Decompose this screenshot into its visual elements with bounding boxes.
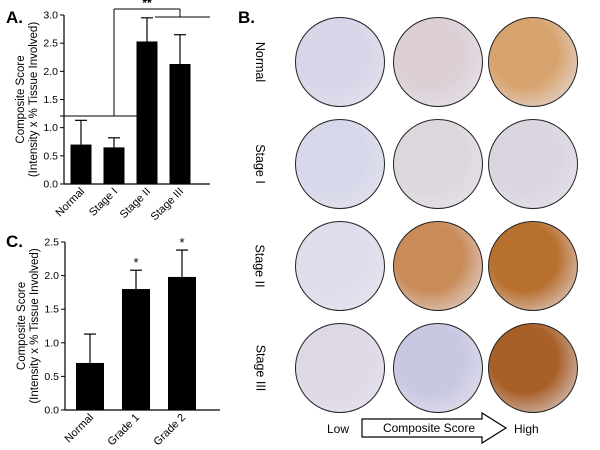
tissue-core-stage-i-2 [393,119,483,209]
chart-c-ytick-label: 1.0 [44,337,59,349]
chart-c-category-label: Grade 2 [152,412,189,449]
scale-composite-label: Composite Score [382,421,476,435]
chart-a-ytick-label: 1.0 [43,122,58,134]
chart-a-bar [103,147,125,184]
chart-c-category-label: Grade 1 [106,412,143,449]
row-label-normal: Normal [253,41,268,83]
chart-a-ylabel: Composite Score [15,55,27,143]
tissue-core-normal-1 [295,17,385,107]
chart-a-category-label: Normal [54,186,88,220]
chart-c-significance-star: * [133,255,138,270]
panel-c-letter: C. [6,232,23,251]
chart-c-ytick-label: 0.5 [44,371,59,383]
tissue-core-normal-3 [488,17,578,107]
chart-a-ytick-label: 1.5 [43,94,58,106]
chart-c-bar [76,362,104,410]
chart-a-ytick-label: 0.0 [43,179,58,191]
chart-a-category-label: Stage I [87,186,120,219]
chart-c-category-label: Normal [63,412,97,446]
chart-c-bar [122,289,150,410]
chart-c: 0.0 0.5 1.0 1.5 2.0 2.5 Composite Score (Intens… [16,235,220,449]
chart-a-ytick-label: 0.5 [43,150,58,162]
tissue-core-stage-iii-3 [488,323,578,413]
chart-a-category-label: Stage II [118,186,153,221]
chart-a-bar [70,144,92,184]
panel-a-letter: A. [6,8,23,27]
chart-a: 0.0 0.5 1.0 1.5 2.0 2.5 3.0 Composite Score (Int… [15,0,210,223]
panel-b-letter: B. [238,8,255,27]
chart-c-ytick-label: 0.0 [44,405,59,417]
chart-c-significance-star: * [179,235,184,250]
chart-c-ytick-label: 1.5 [44,304,59,316]
chart-a-ylabel-sub: (Intensity x % Tissue Involved) [28,22,40,177]
chart-a-significance: ** [142,0,152,10]
tissue-core-stage-i-3 [488,119,578,209]
scale-high-label: High [514,422,539,436]
chart-a-category-label: Stage III [149,186,186,223]
chart-a-ytick-label: 3.0 [43,10,58,22]
chart-a-ytick-label: 2.0 [43,66,58,78]
chart-c-ylabel-sub: (Intensity x % Tissue Involved) [29,248,41,403]
tissue-core-stage-ii-1 [295,221,385,311]
tissue-core-stage-iii-1 [295,323,385,413]
tissue-core-stage-ii-3 [488,221,578,311]
chart-a-bar [169,64,191,184]
chart-c-ytick-label: 2.0 [44,270,59,282]
tissue-core-stage-iii-2 [393,323,483,413]
composite-score-arrow [361,411,508,445]
tissue-core-normal-2 [393,17,483,107]
row-label-stage-iii: Stage III [253,344,267,392]
row-label-stage-i: Stage I [253,144,267,184]
scale-low-label: Low [327,422,350,436]
chart-c-ylabel: Composite Score [16,282,28,370]
chart-a-bar [136,41,158,184]
tissue-core-stage-i-1 [295,119,385,209]
chart-c-ytick-label: 2.5 [44,237,59,249]
chart-c-bar [168,276,196,410]
tissue-core-stage-ii-2 [393,221,483,311]
chart-a-ytick-label: 2.5 [43,38,58,50]
row-label-stage-ii: Stage II [253,244,267,288]
